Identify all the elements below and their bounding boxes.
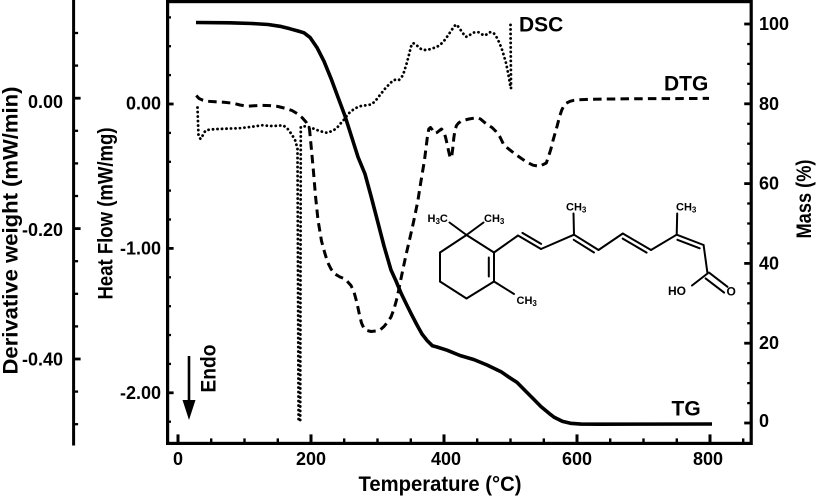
svg-text:0.00: 0.00 — [28, 92, 63, 112]
svg-text:0.00: 0.00 — [126, 94, 161, 114]
svg-text:CH3​: CH3​ — [676, 202, 697, 215]
svg-text:Temperature (°C): Temperature (°C) — [359, 473, 522, 496]
svg-text:400: 400 — [431, 449, 461, 469]
svg-text:200: 200 — [296, 449, 326, 469]
svg-text:80: 80 — [759, 94, 779, 114]
svg-text:800: 800 — [693, 449, 723, 469]
svg-text:-2.00: -2.00 — [120, 383, 161, 403]
svg-text:Derivative weight (mW/min): Derivative weight (mW/min) — [0, 87, 23, 375]
svg-text:600: 600 — [562, 449, 592, 469]
svg-text:0: 0 — [173, 449, 183, 469]
svg-text:CH3​: CH3​ — [517, 295, 538, 308]
svg-text:100: 100 — [759, 14, 789, 34]
svg-text:-0.40: -0.40 — [22, 350, 63, 370]
svg-text:Endo: Endo — [198, 345, 221, 393]
svg-text:TG: TG — [672, 398, 701, 421]
svg-text:H3​C: H3​C — [428, 213, 448, 226]
svg-text:DSC: DSC — [519, 14, 563, 37]
svg-text:CH3​: CH3​ — [566, 202, 587, 215]
svg-text:HO: HO — [668, 284, 686, 298]
svg-text:DTG: DTG — [664, 73, 708, 96]
svg-text:60: 60 — [759, 174, 779, 194]
svg-text:Heat Flow (mW/mg): Heat Flow (mW/mg) — [95, 128, 118, 300]
svg-text:-0.20: -0.20 — [22, 220, 63, 240]
svg-text:O: O — [727, 285, 736, 299]
svg-text:CH3​: CH3​ — [484, 213, 505, 226]
svg-text:20: 20 — [759, 333, 779, 353]
svg-text:Mass (%): Mass (%) — [793, 160, 816, 239]
svg-text:40: 40 — [759, 253, 779, 273]
svg-text:0: 0 — [759, 411, 769, 431]
svg-text:-1.00: -1.00 — [120, 238, 161, 258]
